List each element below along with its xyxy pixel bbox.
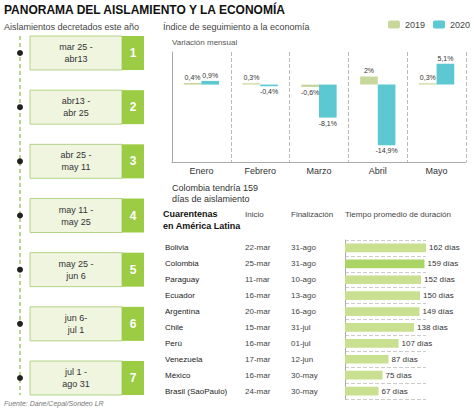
svg-text:150 días: 150 días [423,291,454,300]
svg-text:Fuente: Dane/Cepal/Sondeo LR: Fuente: Dane/Cepal/Sondeo LR [4,400,104,408]
svg-text:107 días: 107 días [402,339,433,348]
svg-text:-8,1%: -8,1% [319,120,337,127]
svg-text:Chile: Chile [165,323,184,332]
svg-text:0,3%: 0,3% [243,74,259,81]
svg-text:1: 1 [130,46,137,60]
svg-text:ago 31: ago 31 [62,379,90,389]
svg-text:Febrero: Febrero [244,166,276,176]
svg-text:abr 25: abr 25 [63,108,89,118]
svg-text:3: 3 [130,154,137,168]
svg-text:4: 4 [130,209,137,223]
svg-text:0,3%: 0,3% [420,74,436,81]
svg-text:Colombia: Colombia [165,259,199,268]
svg-text:152 días: 152 días [424,275,455,284]
svg-text:10-ago: 10-ago [291,275,316,284]
svg-text:12-jun: 12-jun [291,355,313,364]
svg-text:Venezuela: Venezuela [165,355,203,364]
svg-text:149 días: 149 días [423,307,454,316]
svg-text:jul 1 -: jul 1 - [64,367,87,377]
svg-text:may 11: may 11 [62,162,91,172]
svg-text:138 días: 138 días [417,323,448,332]
svg-text:75 días: 75 días [386,371,412,380]
svg-text:jun 6: jun 6 [65,271,86,281]
svg-text:abr13: abr13 [64,54,87,64]
svg-text:30-may: 30-may [291,371,318,380]
svg-text:2019: 2019 [405,20,425,30]
svg-text:abr 25 -: abr 25 - [60,150,91,160]
svg-text:Perú: Perú [165,339,182,348]
svg-text:22-mar: 22-mar [245,243,271,252]
svg-text:15-mar: 15-mar [245,323,271,332]
svg-text:Marzo: Marzo [306,166,331,176]
svg-text:PANORAMA DEL AISLAMIENTO Y LA: PANORAMA DEL AISLAMIENTO Y LA ECONOMÍA [4,2,285,17]
svg-text:México: México [165,371,191,380]
svg-text:7: 7 [130,371,137,385]
svg-text:16-mar: 16-mar [245,371,271,380]
svg-text:jun 6-: jun 6- [64,313,88,323]
svg-text:2020: 2020 [450,20,470,30]
svg-text:0,9%: 0,9% [202,72,218,79]
svg-text:abr13 -: abr13 - [62,96,91,106]
svg-text:Mayo: Mayo [426,166,448,176]
svg-text:Enero: Enero [189,166,213,176]
svg-text:20-mar: 20-mar [245,307,271,316]
svg-text:31-ago: 31-ago [291,259,316,268]
svg-text:16-mar: 16-mar [245,291,271,300]
svg-text:Brasil (SaoPaulo): Brasil (SaoPaulo) [165,387,228,396]
svg-text:Índice de seguimiento a la eco: Índice de seguimiento a la economía [163,22,310,32]
svg-text:-14,9%: -14,9% [376,147,398,154]
svg-text:Colombia tendría 159: Colombia tendría 159 [172,183,258,193]
svg-text:-0,6%: -0,6% [301,89,319,96]
svg-text:días de aislamiento: días de aislamiento [172,194,250,204]
svg-text:Paraguay: Paraguay [165,275,199,284]
svg-text:2: 2 [130,100,137,114]
svg-text:may 25 -: may 25 - [58,259,93,269]
svg-text:31-jul: 31-jul [291,323,311,332]
svg-text:13-ago: 13-ago [291,291,316,300]
svg-text:5,1%: 5,1% [437,55,453,62]
svg-text:-0,4%: -0,4% [260,88,278,95]
svg-text:Finalización: Finalización [291,210,333,219]
svg-text:11-mar: 11-mar [245,275,270,284]
svg-text:Ecuador: Ecuador [165,291,195,300]
svg-text:24-mar: 24-mar [245,387,271,396]
svg-text:Tiempo promedio de duración: Tiempo promedio de duración [345,210,451,219]
svg-text:2%: 2% [364,67,374,74]
svg-text:may 25: may 25 [61,217,91,227]
svg-text:01-jul: 01-jul [291,339,311,348]
svg-text:Inicio: Inicio [245,210,264,219]
svg-text:may 11 -: may 11 - [59,205,93,215]
svg-text:31-ago: 31-ago [291,243,316,252]
svg-text:30-may: 30-may [291,387,318,396]
svg-text:jul 1: jul 1 [67,325,85,335]
svg-text:Bolivia: Bolivia [165,243,189,252]
svg-text:6: 6 [130,317,137,331]
svg-text:16-mar: 16-mar [245,339,271,348]
svg-text:17-mar: 17-mar [245,355,271,364]
svg-text:87 días: 87 días [392,355,418,364]
svg-text:16-ago: 16-ago [291,307,316,316]
svg-text:0,4%: 0,4% [185,74,201,81]
svg-text:67 días: 67 días [382,387,408,396]
svg-text:25-mar: 25-mar [245,259,271,268]
svg-text:Cuarentenas: Cuarentenas [163,209,218,219]
svg-text:159 días: 159 días [428,259,459,268]
svg-text:162 días: 162 días [429,243,460,252]
svg-text:en América Latina: en América Latina [163,221,241,231]
svg-text:mar 25 -: mar 25 - [59,42,93,52]
svg-text:Variación mensual: Variación mensual [172,38,237,47]
svg-text:5: 5 [130,263,137,277]
svg-text:Abril: Abril [369,166,387,176]
svg-text:Aislamientos decretados este a: Aislamientos decretados este año [4,22,139,32]
svg-text:Argentína: Argentína [165,307,200,316]
